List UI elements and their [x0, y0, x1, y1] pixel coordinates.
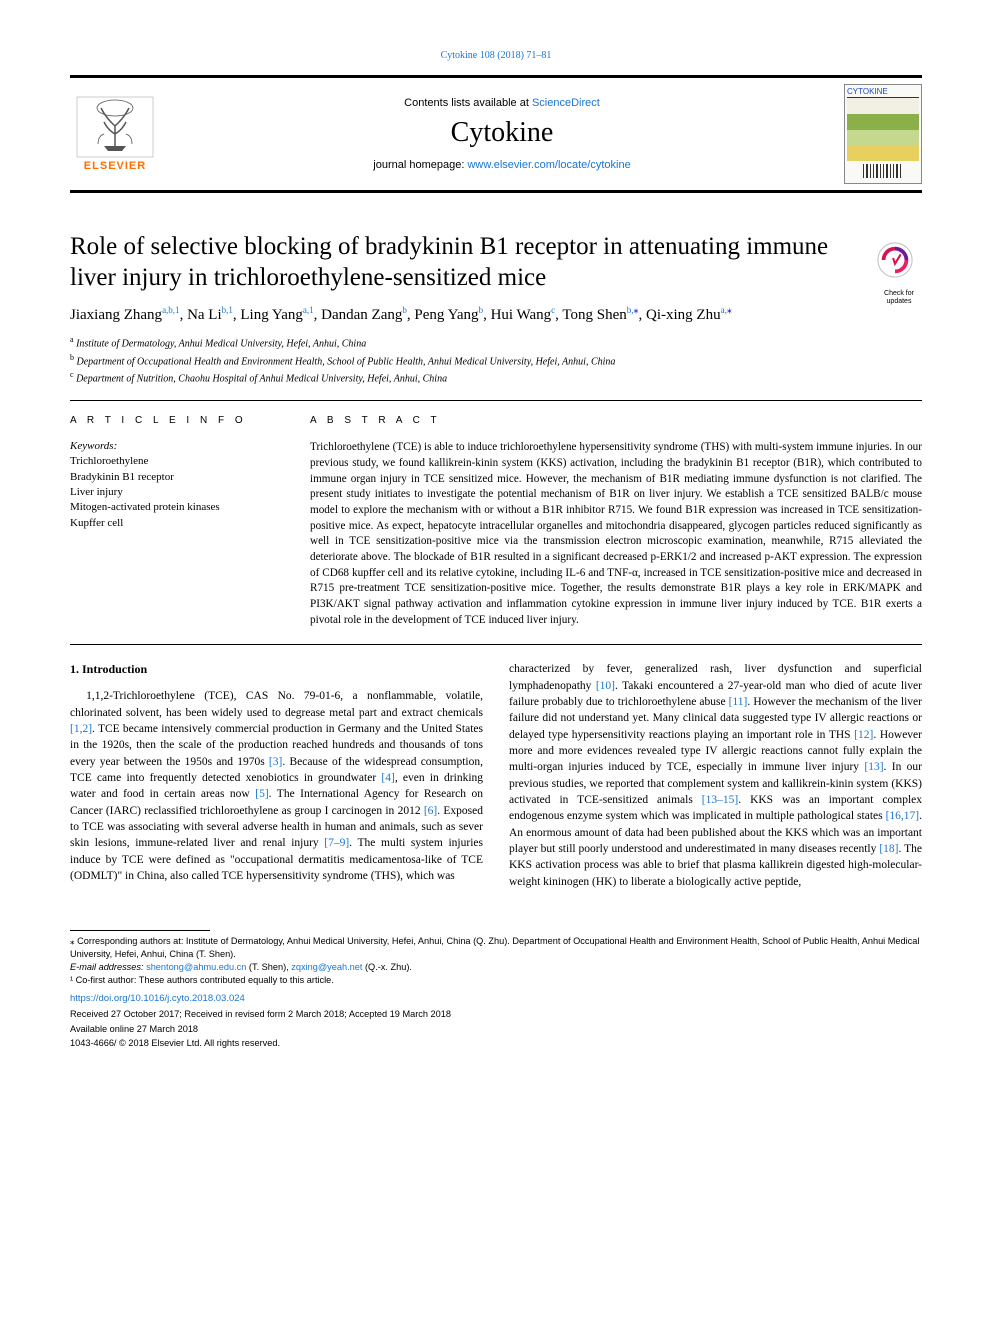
check-updates-icon — [876, 241, 914, 279]
keyword: Trichloroethylene — [70, 454, 280, 469]
header-center: Contents lists available at ScienceDirec… — [160, 97, 844, 171]
email-line: E-mail addresses: shentong@ahmu.edu.cn (… — [70, 961, 922, 974]
received-dates: Received 27 October 2017; Received in re… — [70, 1008, 922, 1021]
check-updates-text: Check forupdates — [876, 290, 922, 305]
cover-body — [847, 98, 919, 161]
elsevier-tree-icon — [76, 96, 154, 158]
column-left: 1. Introduction 1,1,2-Trichloroethylene … — [70, 661, 483, 890]
sciencedirect-link[interactable]: ScienceDirect — [532, 97, 600, 109]
intro-paragraph-1: 1,1,2-Trichloroethylene (TCE), CAS No. 7… — [70, 688, 483, 884]
journal-header: ELSEVIER Contents lists available at Sci… — [70, 75, 922, 193]
online-date: Available online 27 March 2018 — [70, 1023, 922, 1036]
ref-link[interactable]: [1,2] — [70, 723, 92, 735]
abstract-text: Trichloroethylene (TCE) is able to induc… — [310, 440, 922, 628]
journal-cover: CYTOKINE — [844, 84, 922, 184]
emails: shentong@ahmu.edu.cn (T. Shen), zqxing@y… — [146, 962, 412, 972]
ref-link[interactable]: [16,17] — [886, 810, 920, 822]
article-info-block: A R T I C L E I N F O Keywords: Trichlor… — [70, 415, 280, 628]
email-label: E-mail addresses: — [70, 962, 146, 972]
ref-link[interactable]: [12] — [854, 729, 873, 741]
homepage-prefix: journal homepage: — [373, 159, 467, 171]
abstract-heading: A B S T R A C T — [310, 415, 922, 426]
intro-paragraph-2: characterized by fever, generalized rash… — [509, 661, 922, 890]
article-info-heading: A R T I C L E I N F O — [70, 415, 280, 426]
keyword: Kupffer cell — [70, 516, 280, 531]
ref-link[interactable]: [4] — [381, 772, 394, 784]
keyword: Mitogen-activated protein kinases — [70, 500, 280, 515]
divider — [70, 644, 922, 645]
info-abstract-row: A R T I C L E I N F O Keywords: Trichlor… — [70, 415, 922, 628]
ref-link[interactable]: [18] — [879, 843, 898, 855]
homepage-line: journal homepage: www.elsevier.com/locat… — [160, 159, 844, 171]
doi-url[interactable]: https://doi.org/10.1016/j.cyto.2018.03.0… — [70, 993, 245, 1004]
ref-link[interactable]: [10] — [596, 680, 615, 692]
footer-block: ⁎ Corresponding authors at: Institute of… — [70, 930, 922, 1050]
cofirst-note: ¹ Co-first author: These authors contrib… — [70, 974, 922, 987]
email-link[interactable]: zqxing@yeah.net — [291, 962, 362, 972]
affiliations: a Institute of Dermatology, Anhui Medica… — [70, 334, 922, 386]
footer-divider — [70, 930, 210, 931]
ref-link[interactable]: [13–15] — [702, 794, 738, 806]
column-right: characterized by fever, generalized rash… — [509, 661, 922, 890]
contents-prefix: Contents lists available at — [404, 97, 532, 109]
citation-header: Cytokine 108 (2018) 71–81 — [70, 50, 922, 61]
keywords-list: TrichloroethyleneBradykinin B1 receptorL… — [70, 454, 280, 531]
cover-barcode — [847, 161, 919, 181]
contents-line: Contents lists available at ScienceDirec… — [160, 97, 844, 109]
keyword: Liver injury — [70, 485, 280, 500]
ref-link[interactable]: [5] — [255, 788, 268, 800]
copyright-line: 1043-4666/ © 2018 Elsevier Ltd. All righ… — [70, 1037, 922, 1050]
email-link[interactable]: shentong@ahmu.edu.cn — [146, 962, 246, 972]
ref-link[interactable]: [13] — [864, 761, 883, 773]
article-title: Role of selective blocking of bradykinin… — [70, 231, 922, 294]
keywords-label: Keywords: — [70, 440, 280, 452]
elsevier-label: ELSEVIER — [84, 160, 146, 172]
citation-link[interactable]: Cytokine 108 (2018) 71–81 — [441, 50, 552, 61]
journal-name: Cytokine — [160, 117, 844, 149]
ref-link[interactable]: [11] — [729, 696, 748, 708]
check-updates-badge[interactable]: Check forupdates — [876, 241, 922, 306]
divider — [70, 400, 922, 401]
author-list: Jiaxiang Zhanga,b,1, Na Lib,1, Ling Yang… — [70, 304, 922, 327]
corresponding-note: ⁎ Corresponding authors at: Institute of… — [70, 935, 922, 961]
body-columns: 1. Introduction 1,1,2-Trichloroethylene … — [70, 661, 922, 890]
abstract-block: A B S T R A C T Trichloroethylene (TCE) … — [310, 415, 922, 628]
homepage-link[interactable]: www.elsevier.com/locate/cytokine — [467, 159, 630, 171]
cover-title: CYTOKINE — [847, 87, 919, 98]
elsevier-logo: ELSEVIER — [70, 89, 160, 179]
doi-link[interactable]: https://doi.org/10.1016/j.cyto.2018.03.0… — [70, 992, 922, 1005]
ref-link[interactable]: [3] — [269, 756, 282, 768]
keyword: Bradykinin B1 receptor — [70, 470, 280, 485]
article-title-text: Role of selective blocking of bradykinin… — [70, 233, 828, 291]
intro-heading: 1. Introduction — [70, 661, 483, 678]
ref-link[interactable]: [7–9] — [324, 837, 349, 849]
ref-link[interactable]: [6] — [424, 805, 437, 817]
